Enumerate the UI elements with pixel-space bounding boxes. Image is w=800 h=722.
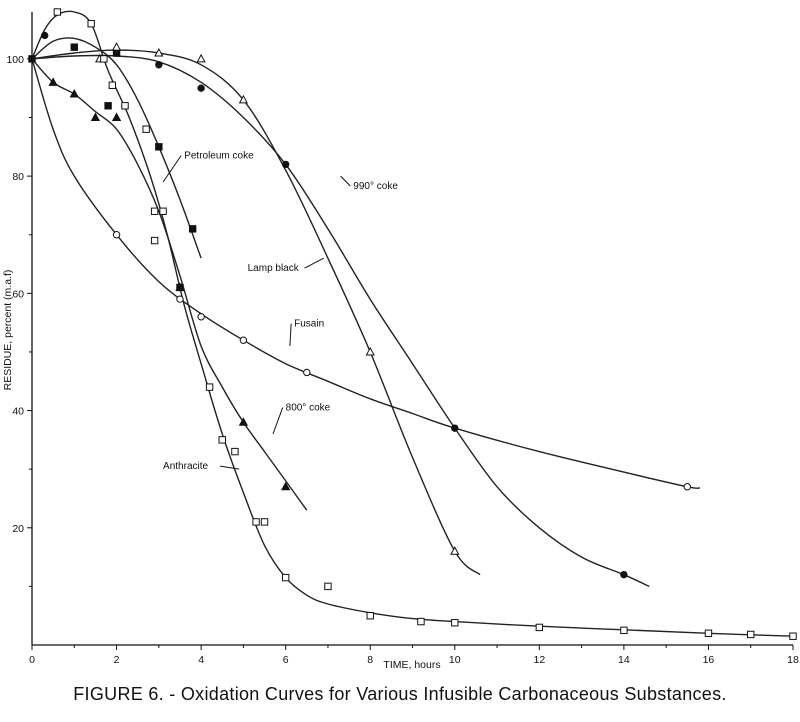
990-coke-data-point: [620, 570, 628, 579]
anthracite-data-point: [704, 629, 713, 637]
anthracite-curve: [31, 10, 794, 637]
800-coke-data-point: [69, 89, 79, 98]
anthracite-data-point: [231, 447, 239, 456]
anthracite-data-point: [150, 207, 159, 215]
990-coke-data-point: [70, 43, 78, 51]
fusain-data-point: [112, 231, 121, 239]
lamp-black-curve: [31, 49, 481, 576]
990-coke-data-point: [155, 61, 163, 69]
990-coke-leader-line: [340, 175, 351, 187]
anthracite-data-point: [53, 8, 62, 16]
anthracite-data-point: [324, 582, 332, 591]
x-tick-label: 10: [449, 654, 461, 666]
lamp-black-label: Lamp black: [248, 263, 300, 274]
anthracite-data-point: [620, 626, 628, 635]
990-coke-label: 990° coke: [353, 181, 398, 192]
990-coke-data-point: [40, 31, 49, 40]
anthracite-label: Anthracite: [163, 461, 208, 472]
x-tick-label: 6: [283, 654, 289, 666]
y-axis-label: RESIDUE, percent (m.a.f): [2, 270, 14, 391]
anthracite-data-point: [535, 623, 544, 632]
lamp-black-data-point: [111, 42, 122, 51]
990-coke-data-point: [451, 424, 459, 432]
800-coke-data-point: [111, 112, 122, 121]
y-tick-label: 80: [12, 171, 24, 183]
fusain-data-point: [176, 295, 184, 303]
lamp-black-data-point: [365, 346, 375, 356]
anthracite-data-point: [218, 436, 226, 444]
petroleum-coke-data-point: [188, 225, 197, 233]
anthracite-data-point: [789, 632, 797, 640]
x-tick-label: 0: [29, 654, 35, 666]
990-coke-data-point: [197, 84, 205, 92]
anthracite-data-point: [108, 81, 117, 89]
y-tick-label: 100: [6, 54, 24, 66]
anthracite-data-point: [252, 518, 260, 526]
800-coke-curve: [31, 58, 308, 511]
lamp-black-leader-line: [304, 257, 324, 269]
lamp-black-data-point: [154, 47, 164, 57]
petroleum-coke-data-point: [28, 55, 36, 63]
x-tick-label: 4: [198, 654, 204, 666]
lamp-black-data-point: [238, 94, 249, 104]
y-tick-label: 60: [12, 288, 24, 300]
anthracite-data-point: [417, 617, 425, 626]
petroleum-coke-data-point: [155, 143, 163, 151]
990-coke-data-point: [281, 160, 290, 169]
800-coke-data-point: [90, 112, 101, 121]
800-coke-data-point: [238, 417, 249, 426]
x-axis-label: TIME, hours: [383, 659, 440, 671]
800-coke-leader-line: [272, 407, 284, 435]
anthracite-data-point: [260, 518, 269, 526]
fusain-data-point: [303, 368, 311, 377]
y-tick-label: 40: [12, 406, 24, 418]
x-tick-label: 8: [367, 654, 373, 666]
curve-labels: Petroleum coke 990° coke Lamp black Fusain 8…: [162, 151, 398, 472]
anthracite-data-point: [142, 125, 150, 133]
anthracite-data-point: [121, 102, 129, 110]
petroleum-coke-curve: [31, 37, 202, 259]
fusain-data-point: [197, 313, 205, 321]
figure-caption: FIGURE 6. - Oxidation Curves for Various…: [73, 684, 727, 704]
y-tick-label: 20: [12, 523, 24, 535]
petroleum-coke-data-point: [104, 102, 112, 110]
990-coke-data-point: [112, 49, 121, 57]
anthracite-leader-line: [219, 465, 240, 470]
lamp-black-data-point: [450, 546, 460, 555]
990-coke-curve: [31, 54, 650, 588]
fusain-data-point: [239, 336, 248, 344]
oxidation-chart: 0 2 4 6 8 10 12 14 16 18 20 40 60 80 100 Petroleum cok…: [2, 8, 799, 671]
x-tick-label: 12: [533, 654, 545, 666]
anthracite-data-point: [150, 236, 159, 245]
anthracite-data-point: [159, 207, 167, 215]
markers: [28, 8, 797, 640]
fusain-curve: [31, 58, 701, 489]
anthracite-data-point: [87, 20, 95, 28]
anthracite-data-point: [205, 383, 214, 391]
800-coke-data-point: [175, 282, 185, 291]
axes: 0 2 4 6 8 10 12 14 16 18 20 40 60 80 100: [6, 12, 799, 666]
x-tick-label: 2: [114, 654, 120, 666]
x-tick-label: 14: [618, 654, 630, 666]
fusain-label: Fusain: [294, 319, 324, 330]
fusain-leader-line: [289, 323, 292, 347]
anthracite-data-point: [100, 55, 108, 63]
800-coke-label: 800° coke: [286, 403, 331, 414]
lamp-black-data-point: [196, 53, 206, 63]
fusain-data-point: [683, 483, 692, 491]
x-tick-label: 18: [787, 654, 799, 666]
petroleum-coke-label: Petroleum coke: [184, 151, 254, 162]
anthracite-data-point: [281, 573, 290, 582]
petroleum-coke-leader-line: [162, 155, 182, 183]
800-coke-data-point: [281, 481, 291, 491]
anthracite-data-point: [366, 611, 374, 620]
anthracite-data-point: [451, 619, 459, 627]
curves: [31, 10, 794, 637]
anthracite-data-point: [747, 630, 755, 639]
800-coke-data-point: [48, 77, 58, 86]
x-tick-label: 16: [703, 654, 715, 666]
